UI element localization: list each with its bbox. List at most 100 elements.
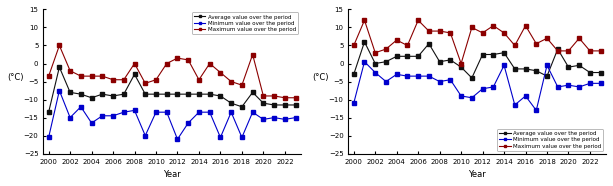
Y-axis label: (°C): (°C) — [7, 73, 23, 81]
Y-axis label: (°C): (°C) — [312, 73, 329, 81]
Minimum value over the period — [586, 82, 593, 84]
Maximum value over the period — [45, 75, 52, 77]
Minimum value over the period — [270, 116, 278, 119]
Maximum value over the period — [371, 52, 379, 54]
Maximum value over the period — [479, 32, 486, 34]
Minimum value over the period — [468, 97, 476, 99]
Average value over the period — [88, 97, 95, 99]
Minimum value over the period — [260, 118, 267, 121]
Maximum value over the period — [77, 75, 85, 77]
Average value over the period — [260, 102, 267, 104]
Maximum value over the period — [565, 50, 572, 52]
Average value over the period — [361, 41, 368, 43]
Minimum value over the period — [152, 111, 159, 113]
Line: Maximum value over the period: Maximum value over the period — [47, 44, 297, 100]
Maximum value over the period — [217, 71, 224, 74]
Legend: Average value over the period, Minimum value over the period, Maximum value over: Average value over the period, Minimum v… — [192, 12, 298, 34]
Average value over the period — [227, 102, 235, 104]
Maximum value over the period — [152, 79, 159, 81]
Average value over the period — [152, 93, 159, 95]
Minimum value over the period — [292, 116, 299, 119]
Average value over the period — [371, 62, 379, 65]
Average value over the period — [206, 93, 213, 95]
Average value over the period — [393, 55, 400, 57]
Maximum value over the period — [597, 50, 604, 52]
Maximum value over the period — [238, 84, 246, 86]
Maximum value over the period — [270, 95, 278, 97]
Maximum value over the period — [436, 30, 443, 32]
Legend: Average value over the period, Minimum value over the period, Maximum value over: Average value over the period, Minimum v… — [497, 129, 603, 151]
Average value over the period — [217, 95, 224, 97]
Average value over the period — [249, 91, 256, 94]
Minimum value over the period — [238, 136, 246, 139]
X-axis label: Year: Year — [163, 170, 181, 179]
Maximum value over the period — [227, 80, 235, 83]
Maximum value over the period — [292, 97, 299, 99]
Average value over the period — [522, 68, 529, 70]
Line: Average value over the period: Average value over the period — [47, 65, 297, 114]
Average value over the period — [292, 104, 299, 106]
Minimum value over the period — [196, 111, 203, 113]
Maximum value over the period — [511, 44, 519, 47]
Minimum value over the period — [217, 136, 224, 139]
Minimum value over the period — [436, 80, 443, 83]
Maximum value over the period — [206, 62, 213, 65]
Minimum value over the period — [383, 80, 390, 83]
Minimum value over the period — [597, 82, 604, 84]
Line: Maximum value over the period: Maximum value over the period — [352, 19, 603, 65]
Maximum value over the period — [88, 75, 95, 77]
Maximum value over the period — [66, 70, 74, 72]
Average value over the period — [196, 93, 203, 95]
Minimum value over the period — [350, 102, 357, 104]
Average value over the period — [109, 95, 116, 97]
Average value over the period — [174, 93, 181, 95]
Average value over the period — [457, 66, 465, 68]
Minimum value over the period — [174, 138, 181, 140]
Minimum value over the period — [543, 64, 550, 66]
Maximum value over the period — [142, 82, 149, 84]
Average value over the period — [533, 70, 540, 72]
Average value over the period — [185, 93, 192, 95]
Average value over the period — [447, 59, 454, 61]
Average value over the period — [45, 111, 52, 113]
Maximum value over the period — [174, 57, 181, 59]
Maximum value over the period — [260, 95, 267, 97]
Average value over the period — [131, 73, 138, 76]
Minimum value over the period — [206, 111, 213, 113]
Minimum value over the period — [371, 71, 379, 74]
Maximum value over the period — [185, 59, 192, 61]
Maximum value over the period — [393, 39, 400, 41]
Line: Average value over the period: Average value over the period — [352, 40, 603, 80]
Minimum value over the period — [120, 111, 128, 113]
Maximum value over the period — [99, 75, 106, 77]
Minimum value over the period — [576, 86, 583, 88]
Minimum value over the period — [425, 75, 433, 77]
Maximum value over the period — [457, 62, 465, 65]
Minimum value over the period — [77, 106, 85, 108]
Minimum value over the period — [45, 136, 52, 139]
Maximum value over the period — [533, 43, 540, 45]
Maximum value over the period — [383, 48, 390, 50]
Minimum value over the period — [565, 84, 572, 86]
Maximum value over the period — [554, 50, 562, 52]
Minimum value over the period — [99, 115, 106, 117]
Minimum value over the period — [393, 73, 400, 76]
Minimum value over the period — [109, 115, 116, 117]
Maximum value over the period — [576, 37, 583, 39]
Average value over the period — [500, 52, 508, 54]
Maximum value over the period — [120, 79, 128, 81]
Minimum value over the period — [522, 95, 529, 97]
Maximum value over the period — [131, 62, 138, 65]
Average value over the period — [490, 53, 497, 56]
Maximum value over the period — [109, 79, 116, 81]
Minimum value over the period — [457, 95, 465, 97]
Maximum value over the period — [586, 50, 593, 52]
Average value over the period — [576, 64, 583, 66]
Maximum value over the period — [490, 25, 497, 27]
Minimum value over the period — [533, 109, 540, 111]
Minimum value over the period — [142, 134, 149, 137]
Line: Minimum value over the period: Minimum value over the period — [47, 89, 297, 141]
Average value over the period — [66, 91, 74, 94]
Average value over the period — [270, 104, 278, 106]
Maximum value over the period — [281, 97, 289, 99]
